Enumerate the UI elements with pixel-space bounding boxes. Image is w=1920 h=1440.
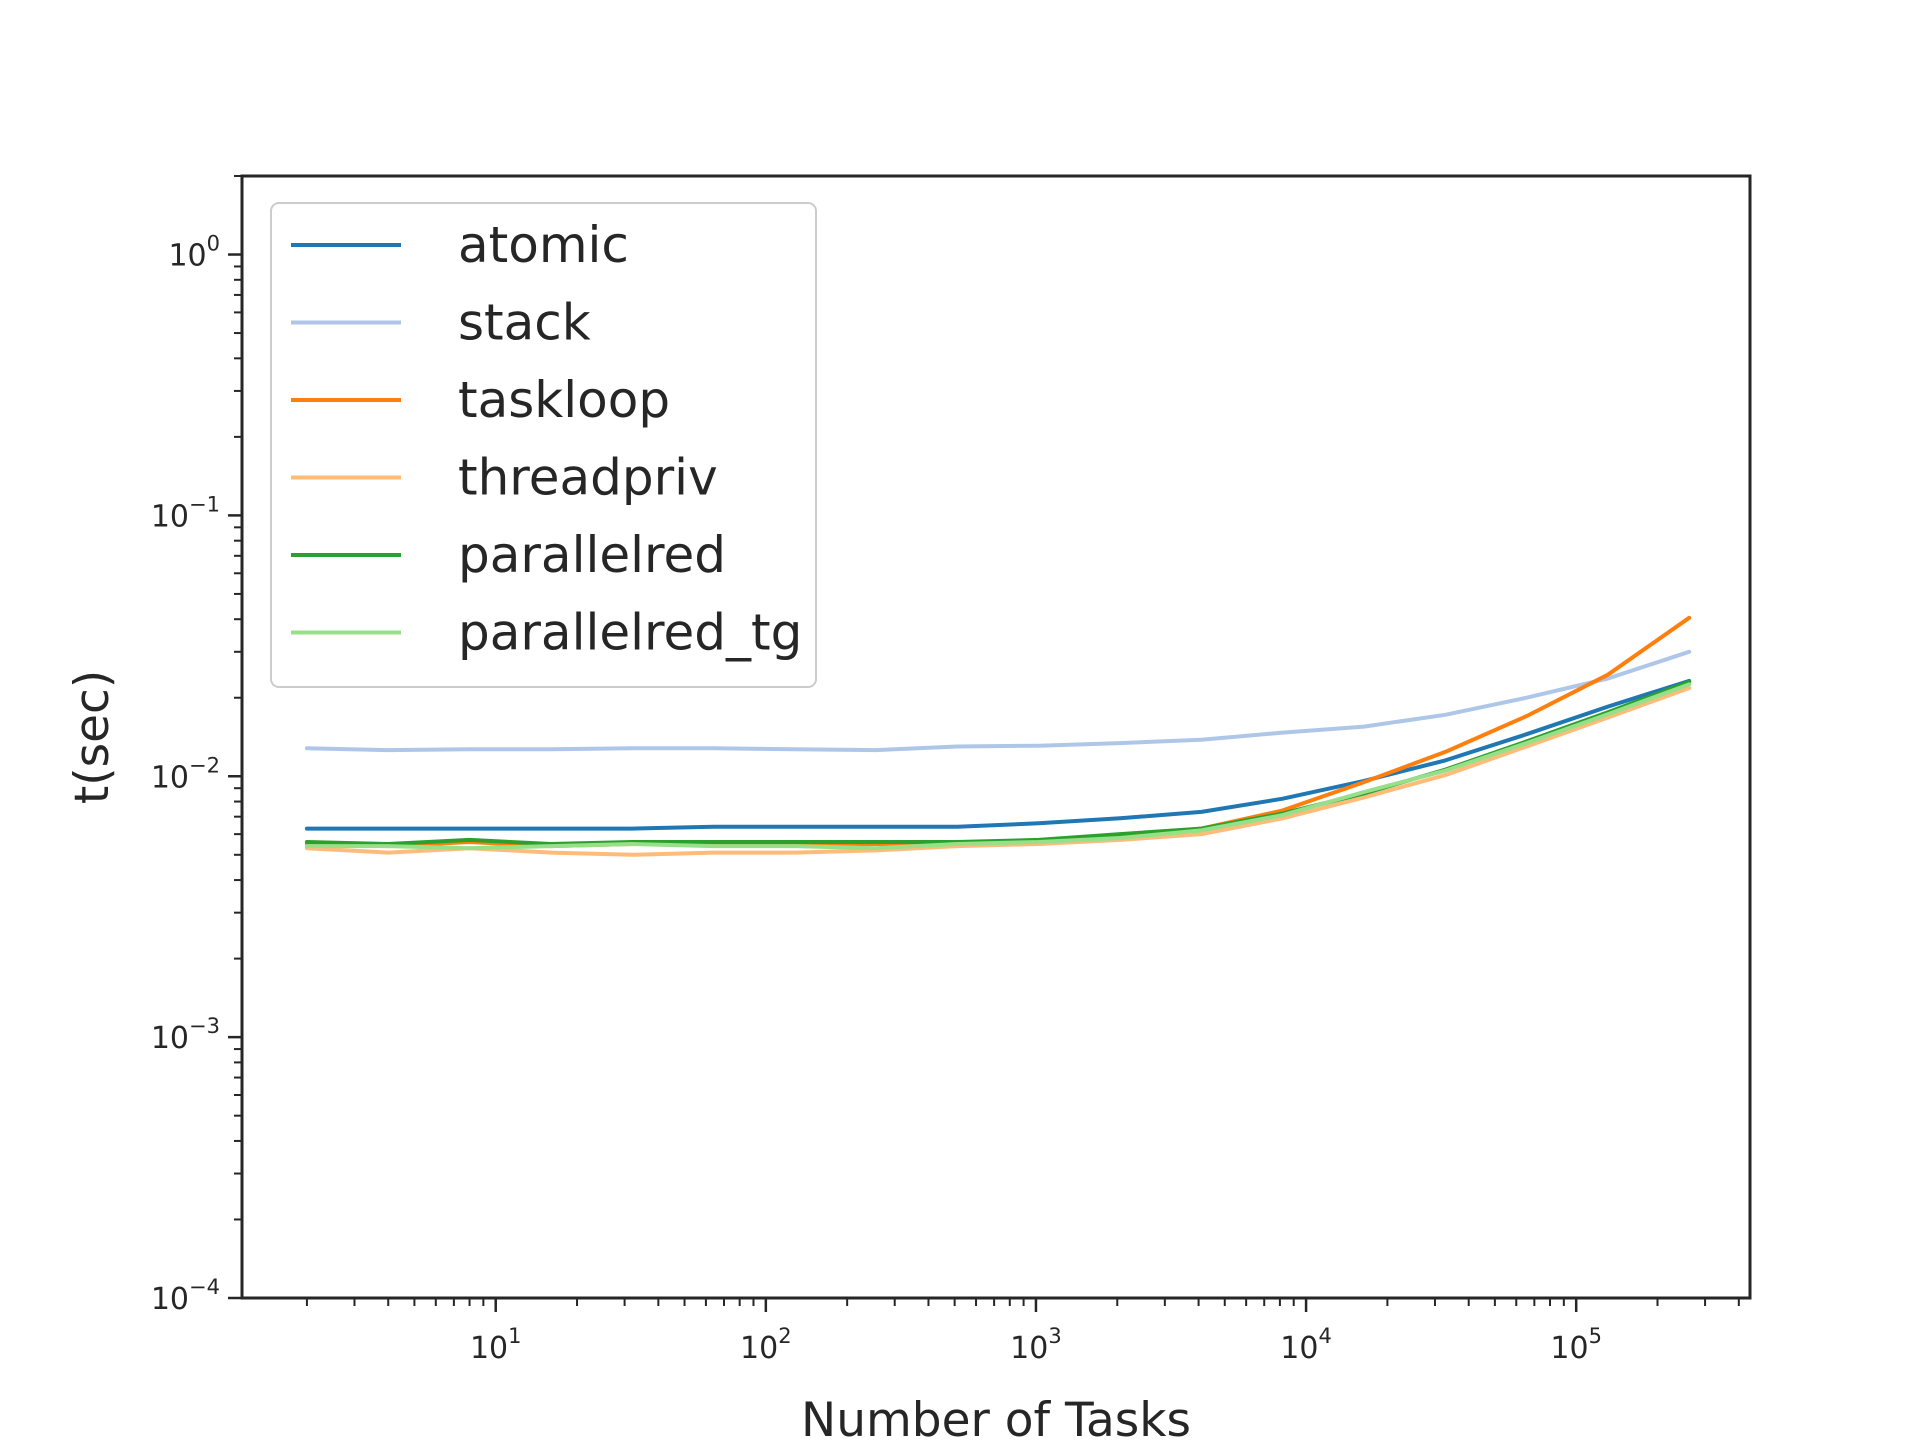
legend-label: taskloop [458, 371, 670, 429]
x-tick-label: 103 [1010, 1324, 1062, 1366]
x-tick-label: 104 [1280, 1324, 1332, 1366]
legend-box [270, 202, 817, 688]
series-line-atomic [304, 678, 1692, 831]
y-tick-label: 10−3 [151, 1014, 220, 1056]
legend-entry-parallelred: parallelred [291, 526, 726, 584]
series-line-threadpriv [304, 686, 1692, 857]
legend-label: threadpriv [458, 449, 718, 507]
series-line-stack [304, 649, 1692, 753]
x-axis-label: Number of Tasks [801, 1393, 1191, 1440]
series-line-parallelred_tg [304, 682, 1692, 851]
y-tick-label: 100 [168, 232, 220, 274]
x-tick-label: 105 [1550, 1324, 1602, 1366]
legend-label: atomic [458, 216, 629, 274]
legend-label: stack [458, 294, 591, 352]
series-layer [304, 615, 1692, 857]
y-tick-label: 10−2 [151, 753, 220, 795]
x-tick-label: 102 [740, 1324, 792, 1366]
legend-label: parallelred_tg [458, 604, 802, 662]
legend-entry-stack: stack [291, 294, 591, 352]
legend-entry-atomic: atomic [291, 216, 629, 274]
legend-entries: atomic stack taskloop threadpriv parallelred… [291, 216, 802, 662]
x-tick-label: 101 [470, 1324, 522, 1366]
y-axis-label: t(sec) [65, 670, 120, 804]
legend-entry-taskloop: taskloop [291, 371, 670, 429]
x-axis-ticks: 101 102 103 104 105 [305, 1298, 1740, 1366]
plot-frame [240, 174, 1752, 1300]
y-tick-label: 10−4 [151, 1275, 220, 1317]
legend-label: parallelred [458, 526, 726, 584]
legend-entry-parallelred_tg: parallelred_tg [291, 604, 802, 662]
y-tick-label: 10−1 [151, 492, 220, 534]
y-axis-ticks: 10−4 10−3 10−2 10−1 100 [151, 175, 242, 1317]
legend-entry-threadpriv: threadpriv [291, 449, 718, 507]
legend: atomic stack taskloop threadpriv parallelred… [270, 202, 817, 688]
